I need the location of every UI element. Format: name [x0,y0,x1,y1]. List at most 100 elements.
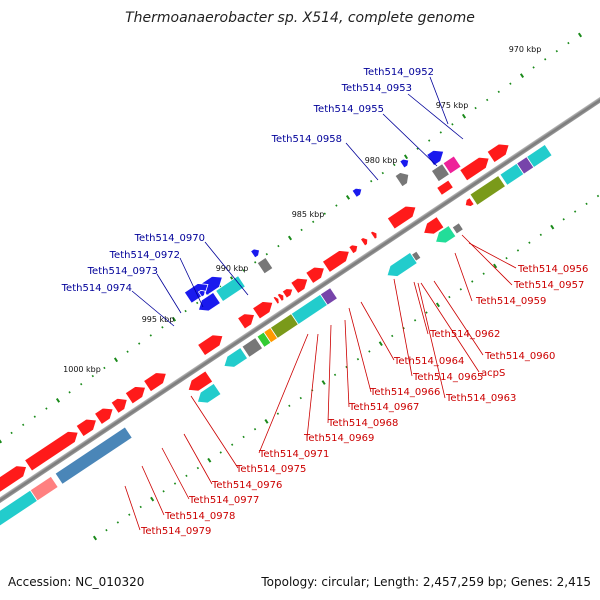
gene-label[interactable]: Teth514_0960 [484,351,555,362]
leader-line [131,290,175,327]
scale-tick [370,179,373,183]
leader-line [344,319,350,408]
gene-feature [252,301,274,320]
gene-feature [272,295,280,305]
leader-line [190,395,239,469]
scale-tick [196,466,200,470]
gene-feature [359,237,369,247]
scale-tick [323,212,326,215]
scale-tick [55,398,61,403]
leader-line [420,282,480,373]
kbp-labels: 970 kbp 975 kbp 980 kbp 985 kbp 990 kbp 995 k… [63,45,541,374]
gene-label[interactable]: Teth514_0974 [61,283,132,294]
scale-tick [171,316,177,322]
leader-line [124,485,141,531]
gene-label[interactable]: Teth514_0977 [188,495,259,506]
scale-tick [486,98,489,102]
gene-feature [197,291,221,312]
scale-tick [185,474,188,478]
scale-tick [528,241,531,244]
scale-tick [287,235,293,241]
scale-tick [207,457,212,463]
scale-tick [196,301,199,305]
scale-tick [138,342,141,345]
gene-label[interactable]: Teth514_0966 [369,387,440,398]
gene-feature [451,222,464,235]
gene-feature [386,251,418,277]
gene-feature [281,288,294,299]
gene-label[interactable]: Teth514_0978 [164,511,235,522]
gene-label[interactable]: Teth514_0972 [109,250,180,261]
scale-tick [184,309,187,313]
gene-label[interactable]: Teth514_0959 [475,296,546,307]
gene-label[interactable]: Teth514_0976 [211,480,282,491]
gene-feature [24,430,79,472]
gene-feature [290,293,329,326]
scale-tick [416,147,419,150]
leader-line [407,93,464,140]
scale-tick [425,311,428,314]
gene-feature [197,289,206,298]
scale-tick [242,435,245,439]
scale-tick [368,350,371,353]
scale-tick [516,249,520,252]
gene-feature [369,230,378,240]
gene-label[interactable]: Teth514_0955 [313,104,384,115]
gene-label[interactable]: Teth514_0971 [258,449,329,460]
scale-tick [519,73,525,78]
leader-line [161,447,190,500]
gene-label[interactable]: Teth514_0970 [134,233,205,244]
gene-feature [54,426,133,485]
gene-feature [197,334,224,357]
kbp-label: 985 kbp [292,210,325,219]
scale-tick [68,391,71,394]
scale-tick [128,513,131,516]
gene-feature [426,149,445,167]
label-leaders [124,76,517,531]
scale-tick [103,366,106,370]
scale-tick [253,427,257,431]
gene-label[interactable]: Teth514_0962 [429,329,500,340]
scale-tick [161,326,164,329]
gene-feature [143,372,167,393]
gene-labels: Teth514_0952 Teth514_0953 Teth514_0955 Teth… [61,67,589,537]
scale-tick [333,373,337,376]
leader-line [433,280,484,356]
gene-label[interactable]: Teth514_0968 [327,418,398,429]
gene-features [0,143,553,558]
gene-label[interactable]: Teth514_0953 [341,83,412,94]
gene-label[interactable]: Teth514_0958 [271,134,342,145]
scale-tick [264,419,269,424]
gene-label[interactable]: Teth514_0952 [363,67,434,78]
gene-label[interactable]: Teth514_0963 [445,393,516,404]
gene-feature [256,256,274,275]
gene-label[interactable]: Teth514_0969 [303,433,374,444]
gene-label[interactable]: Teth514_0965 [412,372,483,383]
leader-line [258,333,309,454]
gene-label[interactable]: acpS [481,368,505,379]
gene-label[interactable]: Teth514_0979 [140,526,211,537]
leader-line [179,257,204,308]
scale-tick [403,154,409,160]
scale-tick [596,194,600,198]
scale-tick [321,380,326,385]
gene-feature [305,266,325,285]
gene-label[interactable]: Teth514_0957 [513,280,584,291]
gene-feature [499,162,525,186]
kbp-label: 990 kbp [216,264,249,273]
scale-tick [539,233,543,237]
gene-label[interactable]: Teth514_0973 [87,266,158,277]
scale-tick [459,288,462,291]
scale-tick [0,439,3,444]
gene-label[interactable]: Teth514_0967 [348,402,419,413]
scale-ticks [0,32,600,541]
gene-label[interactable]: Teth514_0964 [393,356,464,367]
gene-feature [386,205,417,230]
map-title: Thermoanaerobacter sp. X514, complete ge… [125,10,475,26]
scale-tick [276,412,280,415]
gene-label[interactable]: Teth514_0956 [517,264,588,275]
scale-tick [413,319,417,322]
scale-tick [428,139,431,142]
gene-label[interactable]: Teth514_0975 [235,464,306,475]
kbp-label: 1000 kbp [63,365,101,374]
